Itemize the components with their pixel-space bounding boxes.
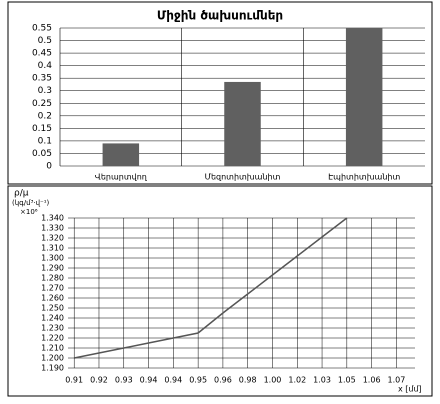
x-tick-label: 1.00 — [264, 376, 282, 385]
y-tick-label: 1.340 — [41, 214, 64, 223]
y-tick-label: 1.200 — [41, 354, 64, 363]
y-axis-multiplier: ×10⁶ — [20, 208, 38, 216]
x-tick-label: Էպիտիտխանիտ — [328, 173, 400, 182]
x-tick-label: Վերարտվող — [95, 173, 148, 182]
x-tick-label: 0.91 — [65, 376, 83, 385]
y-tick-label: 0.45 — [32, 49, 52, 59]
chart-frame — [7, 185, 433, 397]
bar — [345, 28, 383, 166]
y-tick-label: 0.55 — [32, 24, 52, 34]
x-axis-label: x [մմ] — [398, 385, 422, 394]
y-tick-label: 0.5 — [38, 36, 52, 46]
bar — [224, 81, 261, 166]
y-tick-label: 1.190 — [41, 364, 64, 373]
y-tick-label: 0.3 — [38, 86, 52, 96]
y-tick-label: 0.05 — [32, 149, 52, 159]
y-tick-label: 0.2 — [38, 111, 52, 121]
y-axis-label: ρ/μ — [14, 189, 29, 199]
y-tick-label: 1.330 — [41, 224, 64, 233]
y-tick-label: 0.4 — [38, 61, 53, 71]
x-tick-label: 0.94 — [140, 376, 158, 385]
x-tick-label: 0.93 — [115, 376, 133, 385]
chart-frame — [7, 1, 433, 185]
y-tick-label: 1.310 — [41, 244, 64, 253]
x-tick-label: 0.98 — [239, 376, 257, 385]
x-tick-label: 1.05 — [338, 376, 356, 385]
x-tick-label: 1.03 — [313, 376, 331, 385]
y-tick-label: 1.320 — [41, 234, 64, 243]
y-tick-label: 1.220 — [41, 334, 64, 343]
y-tick-label: 1.260 — [41, 294, 64, 303]
y-tick-label: 0.15 — [32, 124, 52, 134]
x-tick-label: 0.95 — [189, 376, 207, 385]
y-tick-label: 1.250 — [41, 304, 64, 313]
y-tick-label: 0.25 — [32, 99, 52, 109]
y-tick-label: 1.290 — [41, 264, 64, 273]
x-tick-label: 0.96 — [214, 376, 232, 385]
line-series — [74, 217, 348, 359]
x-tick-label: 0.92 — [90, 376, 108, 385]
bar — [102, 143, 140, 166]
y-tick-label: 1.210 — [41, 344, 64, 353]
x-tick-label: Մեզոտիտխանիտ — [205, 173, 281, 182]
y-tick-label: 0.1 — [38, 136, 52, 146]
x-tick-label: 0.94 — [164, 376, 182, 385]
x-tick-label: 1.06 — [363, 376, 381, 385]
y-tick-label: 1.270 — [41, 284, 64, 293]
chart-title: Միջին ծախսումներ — [157, 9, 283, 23]
y-axis-unit: (կգ/մ³·վ⁻¹) — [12, 199, 50, 207]
y-tick-label: 0.35 — [32, 74, 52, 84]
x-tick-label: 1.02 — [288, 376, 306, 385]
y-tick-label: 1.230 — [41, 324, 64, 333]
y-tick-label: 1.240 — [41, 314, 64, 323]
y-tick-label: 1.300 — [41, 254, 64, 263]
y-tick-label: 1.280 — [41, 274, 64, 283]
y-tick-label: 0 — [46, 162, 52, 172]
x-tick-label: 1.07 — [388, 376, 406, 385]
